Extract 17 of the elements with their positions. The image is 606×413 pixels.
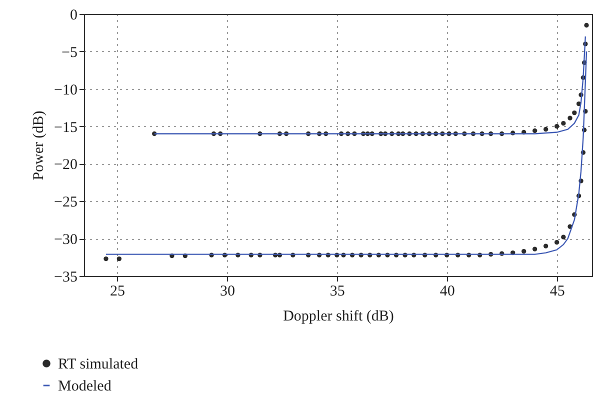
y-tick-label: −30	[54, 232, 78, 248]
y-tick-label: −35	[54, 270, 78, 286]
y-tick-label: −20	[54, 157, 78, 174]
y-tick-label: 0	[70, 8, 78, 24]
x-tick-label: 45	[550, 284, 565, 300]
x-tick-label: 35	[330, 284, 345, 300]
x-tick-label: 25	[110, 284, 125, 300]
x-tick-label: 30	[220, 284, 235, 300]
x-axis-title: Doppler shift (dB)	[283, 308, 394, 324]
y-tick-label: −15	[54, 120, 78, 136]
legend-label: Modeled	[58, 378, 112, 394]
y-axis-title: Power (dB)	[31, 110, 48, 180]
legend-label: RT simulated	[58, 356, 139, 372]
y-tick-label: −5	[62, 44, 78, 61]
y-tick-label: −10	[54, 82, 78, 98]
y-tick-label: −25	[54, 194, 78, 211]
x-tick-label: 40	[440, 284, 455, 300]
